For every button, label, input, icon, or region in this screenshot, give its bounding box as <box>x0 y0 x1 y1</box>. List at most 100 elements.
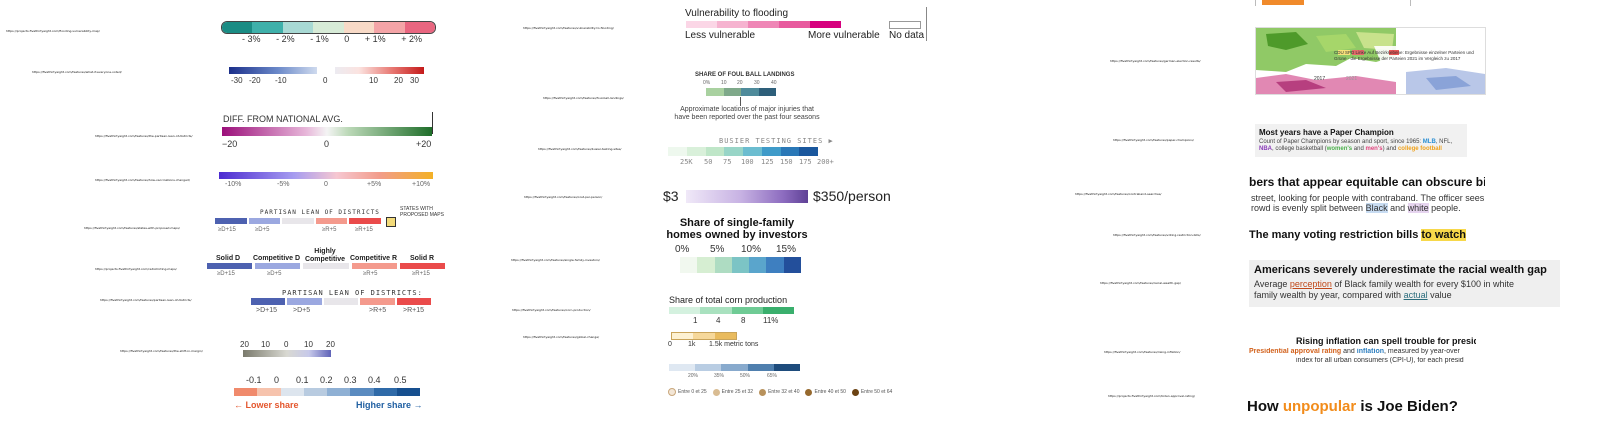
tick-label: ≥R+5 <box>363 271 378 277</box>
lower-share-label: ← Lower share <box>234 400 299 410</box>
tick-label: 100 <box>741 158 754 166</box>
tick-label: >D+15 <box>256 307 278 314</box>
body-text-part: and <box>1341 348 1357 355</box>
source-url[interactable]: https://projects.fivethirtyeight.com/red… <box>95 267 177 271</box>
no-data-label: No data <box>889 30 925 41</box>
tick-label: 10 <box>369 76 378 85</box>
tick-label: ≥R+15 <box>355 227 373 233</box>
body-text: street, looking for people with contraba… <box>1251 193 1485 203</box>
tick-label: -10% <box>225 181 242 188</box>
black-label: Black <box>1365 203 1388 213</box>
source-url[interactable]: https://fivethirtyeight.com/features/con… <box>1075 192 1162 196</box>
tick-label: 0 <box>324 139 330 149</box>
source-url[interactable]: https://fivethirtyeight.com/features/par… <box>100 298 192 302</box>
dot-label: Entre 50 et 64 <box>860 389 893 395</box>
tick-label: 20 <box>326 340 335 349</box>
header-label: Solid R <box>410 255 435 262</box>
source-url[interactable]: https://fivethirtyeight.com/features/vul… <box>523 26 614 30</box>
source-url[interactable]: https://fivethirtyeight.com/features/the… <box>95 134 193 138</box>
source-url[interactable]: https://fivethirtyeight.com/features/vot… <box>1113 233 1201 237</box>
source-url[interactable]: https://projects.fivethirtyeight.com/bid… <box>1108 394 1195 398</box>
subtitle-text: , college basketball ( <box>1272 146 1327 152</box>
higher-share-label: Higher share → <box>356 400 423 410</box>
subtitle-text: , NFL, <box>1435 139 1453 145</box>
headline-text: is Joe Biden? <box>1356 398 1458 415</box>
source-url[interactable]: https://fivethirtyeight.com/features/pap… <box>1113 138 1194 142</box>
source-url[interactable]: https://fivethirtyeight.com/features/rac… <box>1100 281 1181 285</box>
dot-swatch <box>805 388 813 396</box>
tick-label: 0 <box>274 375 280 385</box>
dot-label: Entre 25 et 32 <box>721 389 754 395</box>
tick-label: ≥D+15 <box>217 271 235 277</box>
header-label: Competitive R <box>350 255 398 262</box>
cost-max-label: $350/person <box>813 188 891 204</box>
gray-blue-legend-bar <box>243 350 331 357</box>
source-url[interactable]: https://projects.fivethirtyeight.com/flo… <box>6 29 100 33</box>
source-url[interactable]: https://fivethirtyeight.com/features/ger… <box>1110 59 1201 63</box>
dot-swatch <box>851 388 859 396</box>
blue-legend-bar <box>669 364 801 371</box>
tick-label: 30 <box>410 76 419 85</box>
source-url[interactable]: https://fivethirtyeight.com/features/fou… <box>543 96 624 100</box>
tick-label: ≥D+5 <box>267 271 282 277</box>
source-url[interactable]: https://fivethirtyeight.com/features/ris… <box>1104 350 1181 354</box>
tick-label: ≥D+5 <box>255 227 270 233</box>
body-text-part: , measured by year-over <box>1384 348 1460 355</box>
legend-divider <box>432 112 433 134</box>
diverging-legend-bar <box>221 21 436 34</box>
headline-text: The many voting restriction bills <box>1249 229 1422 241</box>
body-text: rowd is evenly split between Black and w… <box>1251 203 1485 213</box>
tick-label: 75 <box>723 158 732 166</box>
source-url[interactable]: https://fivethirtyeight.com/features/sin… <box>511 258 600 262</box>
tick-label: 0 <box>324 181 328 188</box>
approval-label: Presidential approval rating <box>1249 348 1342 355</box>
purple-green-legend-bar <box>222 127 432 136</box>
source-url[interactable]: https://fivethirtyeight.com/features/glo… <box>523 335 600 339</box>
tick-label: 0 <box>323 76 328 85</box>
wealth-gap-card <box>1249 260 1560 307</box>
tick-label: 10 <box>261 340 270 349</box>
tick-label: 0 <box>344 34 350 44</box>
purple-orange-legend-bar <box>219 172 433 179</box>
source-url[interactable]: https://fivethirtyeight.com/features/wha… <box>32 70 122 74</box>
border-line <box>1410 0 1411 6</box>
body-text-part: Average <box>1254 279 1290 289</box>
body-text-part: family wealth by year, compared with <box>1254 290 1404 300</box>
dot-label: Entre 32 et 40 <box>768 389 800 395</box>
dot-legend: Entre 0 et 25 Entre 25 et 32 Entre 32 et… <box>668 388 892 396</box>
tick-label: 0% <box>703 80 711 86</box>
actual-label: actual <box>1403 290 1428 300</box>
tick-label: 8 <box>741 316 746 325</box>
tick-label: 20 <box>394 76 403 85</box>
paper-champion-card <box>1255 124 1467 157</box>
flood-legend-bar <box>686 21 841 28</box>
legend-note: STATES WITH PROPOSED MAPS <box>400 206 444 218</box>
corn-share-bar <box>669 307 794 314</box>
mens-label: men's <box>1365 146 1383 152</box>
source-url[interactable]: https://fivethirtyeight.com/features/bus… <box>538 147 622 151</box>
legend-title: Vulnerability to flooding <box>685 8 789 19</box>
body-text: Presidential approval rating and inflati… <box>1249 348 1476 355</box>
legend-divider <box>926 7 927 41</box>
tick-label: +10% <box>412 181 431 188</box>
more-vulnerable-label: More vulnerable <box>808 30 880 41</box>
tick-label: 125 <box>761 158 774 166</box>
womens-label: women's <box>1326 146 1353 152</box>
headline: Rising inflation can spell trouble for p… <box>1296 336 1476 346</box>
tick-label: ≥R+15 <box>412 271 430 277</box>
tick-label: -0.1 <box>246 375 262 385</box>
source-url[interactable]: https://fivethirtyeight.com/features/how… <box>95 178 190 182</box>
source-url[interactable]: https://fivethirtyeight.com/features/cos… <box>524 195 603 199</box>
card-title: Most years have a Paper Champion <box>1259 128 1394 137</box>
tick-label: 0.4 <box>368 375 381 385</box>
tick-label: >R+5 <box>369 307 387 314</box>
source-url[interactable]: https://fivethirtyeight.com/features/the… <box>120 349 203 353</box>
source-url[interactable]: https://fivethirtyeight.com/features/sta… <box>84 226 180 230</box>
tick-label: 4 <box>716 316 721 325</box>
header-label: Highly Competitive <box>304 248 346 263</box>
tick-label: 30 <box>754 80 760 86</box>
source-url[interactable]: https://fivethirtyeight.com/features/cor… <box>512 308 591 312</box>
dot-label: Entre 0 et 25 <box>678 389 707 395</box>
tick-label: +5% <box>367 181 382 188</box>
tick-label: 0.2 <box>320 375 333 385</box>
